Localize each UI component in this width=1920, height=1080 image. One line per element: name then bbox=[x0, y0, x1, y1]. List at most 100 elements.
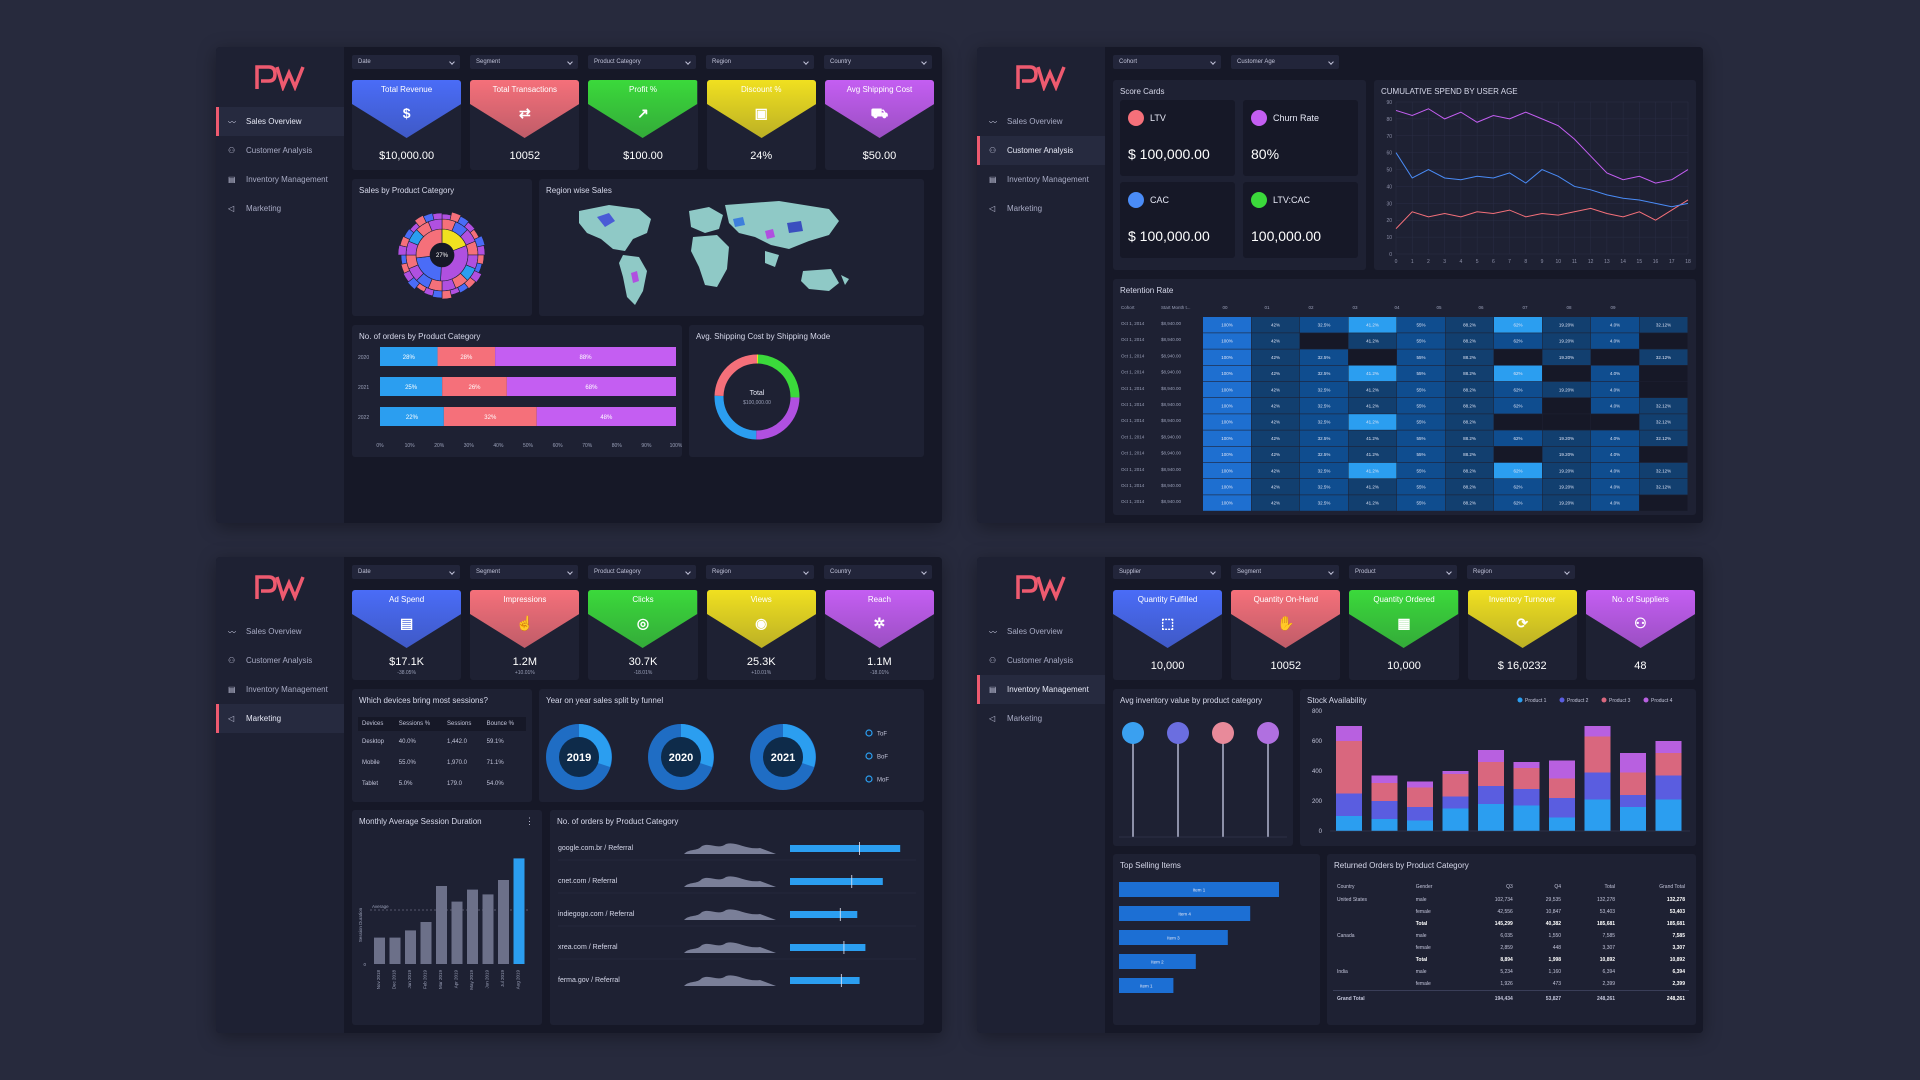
kpi-card-no-of-suppliers[interactable]: No. of Suppliers ⚇ 48 bbox=[1585, 590, 1696, 680]
nav-item-marketing[interactable]: ◁ Marketing bbox=[977, 704, 1105, 733]
filter-customer-age[interactable]: Customer Age bbox=[1231, 55, 1339, 69]
filter-product-category[interactable]: Product Category bbox=[588, 565, 696, 579]
retention-value: 55% bbox=[1416, 436, 1425, 441]
kpi-card-ad-spend[interactable]: Ad Spend ▤ $17.1K -38.05% bbox=[352, 590, 462, 680]
filter-date[interactable]: Date bbox=[352, 55, 460, 69]
filter-region[interactable]: Region bbox=[706, 565, 814, 579]
filter-country[interactable]: Country bbox=[824, 55, 932, 69]
kpi-card-discount-[interactable]: Discount % ▣ 24% bbox=[706, 80, 816, 170]
orders-bar-label: 26% bbox=[469, 385, 482, 391]
nav-item-sales-overview[interactable]: 〰 Sales Overview bbox=[977, 107, 1105, 136]
top-item-label: Item 1 bbox=[1140, 984, 1153, 989]
kpi-card-quantity-on-hand[interactable]: Quantity On-Hand ✋ 10052 bbox=[1231, 590, 1341, 680]
retention-cell bbox=[1591, 349, 1639, 365]
nav-item-label: Inventory Management bbox=[1007, 685, 1089, 694]
filter-region[interactable]: Region bbox=[706, 55, 814, 69]
year-label: 2022 bbox=[358, 415, 369, 421]
kpi-card-total-transactions[interactable]: Total Transactions ⇄ 10052 bbox=[470, 80, 580, 170]
retention-cell bbox=[1542, 333, 1591, 349]
retention-value: 42% bbox=[1271, 355, 1280, 360]
kpi-card-inventory-turnover[interactable]: Inventory Turnover ⟳ $ 16,0232 bbox=[1467, 590, 1577, 680]
nav-item-customer-analysis[interactable]: ⚇ Customer Analysis bbox=[216, 646, 344, 675]
table-cell: female bbox=[1415, 909, 1431, 915]
nav-item-marketing[interactable]: ◁ Marketing bbox=[216, 194, 344, 223]
nav-item-customer-analysis[interactable]: ⚇ Customer Analysis bbox=[977, 646, 1105, 675]
filter-supplier[interactable]: Supplier bbox=[1113, 565, 1221, 579]
filter-region[interactable]: Region bbox=[1467, 565, 1575, 579]
kpi-card-views[interactable]: Views ◉ 25.3K +10.01% bbox=[706, 590, 816, 680]
stock-bar-segment bbox=[1620, 753, 1646, 773]
kpi-label: Impressions bbox=[503, 595, 547, 604]
nav-item-marketing[interactable]: ◁ Marketing bbox=[216, 704, 344, 733]
cursor-icon: ◎ bbox=[636, 615, 650, 631]
nav-item-marketing[interactable]: ◁ Marketing bbox=[977, 194, 1105, 223]
filter-segment[interactable]: Segment bbox=[470, 565, 578, 579]
orders-stacked-bar-chart: 2020 28% 28% 88% 2021 25% 26% 68% 2022 22% 32% 48% 0… bbox=[358, 347, 682, 449]
nav-item-label: Marketing bbox=[1007, 714, 1043, 723]
retention-value: 100% bbox=[1221, 452, 1233, 457]
kpi-banner bbox=[824, 80, 935, 138]
nav-item-inventory-management[interactable]: ▤ Inventory Management bbox=[977, 165, 1105, 194]
filter-cohort[interactable]: Cohort bbox=[1113, 55, 1221, 69]
x-tick-label: 10 bbox=[1555, 259, 1561, 265]
retention-cell bbox=[1639, 349, 1688, 365]
kpi-card-reach[interactable]: Reach ✲ 1.1M -18.01% bbox=[824, 590, 935, 680]
filter-country[interactable]: Country bbox=[824, 565, 932, 579]
x-tick-label: 30% bbox=[464, 443, 475, 449]
retention-value: 62% bbox=[1513, 387, 1522, 392]
retention-cell bbox=[1203, 430, 1251, 446]
filter-segment[interactable]: Segment bbox=[470, 55, 578, 69]
nav-item-inventory-management[interactable]: ▤ Inventory Management bbox=[216, 165, 344, 194]
kpi-card-impressions[interactable]: Impressions ☝ 1.2M +10.01% bbox=[470, 590, 580, 680]
retention-cell bbox=[1591, 495, 1639, 511]
retention-cell bbox=[1494, 349, 1542, 365]
nav-item-sales-overview[interactable]: 〰 Sales Overview bbox=[216, 617, 344, 646]
x-tick-label: 8 bbox=[1524, 259, 1527, 265]
stock-bar-segment bbox=[1655, 753, 1682, 776]
retention-cell bbox=[1494, 495, 1542, 511]
funnel-card: Year on year sales split by funnel 2019 2… bbox=[539, 689, 924, 802]
kpi-card-quantity-ordered[interactable]: Quantity Ordered ▦ 10,000 bbox=[1349, 590, 1459, 680]
filter-date[interactable]: Date bbox=[352, 565, 460, 579]
more-options-icon[interactable]: ⋮ bbox=[525, 816, 534, 826]
filter-product-category[interactable]: Product Category bbox=[588, 55, 696, 69]
legend-label: Product 1 bbox=[1525, 698, 1547, 704]
filter-segment[interactable]: Segment bbox=[1231, 565, 1339, 579]
retention-value: 41.2% bbox=[1366, 468, 1379, 473]
x-tick-label: 17 bbox=[1669, 259, 1675, 265]
nav-item-customer-analysis[interactable]: ⚇ Customer Analysis bbox=[216, 136, 344, 165]
retention-cell bbox=[1300, 495, 1348, 511]
nav-item-sales-overview[interactable]: 〰 Sales Overview bbox=[977, 617, 1105, 646]
map-card: Region wise Sales bbox=[539, 179, 924, 316]
kpi-card-profit-[interactable]: Profit % ↗ $100.00 bbox=[588, 80, 698, 170]
kpi-card-avg-shipping-cost[interactable]: Avg Shipping Cost ⛟ $50.00 bbox=[824, 80, 935, 170]
orders-bar-segment bbox=[380, 407, 444, 426]
retention-value: 62% bbox=[1513, 404, 1522, 409]
stock-bar-segment bbox=[1655, 799, 1682, 831]
retention-cell bbox=[1300, 414, 1348, 430]
stock-bar-segment bbox=[1407, 787, 1433, 807]
table-cell: Total bbox=[1415, 921, 1428, 927]
nav-item-customer-analysis[interactable]: ⚇ Customer Analysis bbox=[977, 136, 1105, 165]
retention-value: 100% bbox=[1221, 436, 1233, 441]
nav-item-inventory-management[interactable]: ▤ Inventory Management bbox=[216, 675, 344, 704]
kpi-label: Views bbox=[750, 595, 772, 604]
x-tick-label: 70% bbox=[582, 443, 593, 449]
retention-cell bbox=[1542, 365, 1591, 382]
stock-bar-segment bbox=[1513, 762, 1540, 768]
retention-value: 4.0% bbox=[1610, 452, 1620, 457]
table-cell: India bbox=[1337, 969, 1348, 975]
nav-item-sales-overview[interactable]: 〰 Sales Overview bbox=[216, 107, 344, 136]
month-label: Apr 2019 bbox=[454, 970, 459, 989]
kpi-card-quantity-fulfilled[interactable]: Quantity Fulfilled ⬚ 10,000 bbox=[1113, 590, 1223, 680]
shipping-card: Avg. Shipping Cost by Shipping Mode Tota… bbox=[689, 325, 924, 457]
start-value-label: $8,940.00 bbox=[1161, 337, 1182, 342]
funnel-hole bbox=[763, 737, 803, 777]
filter-product[interactable]: Product bbox=[1349, 565, 1457, 579]
nav-item-inventory-management[interactable]: ▤ Inventory Management bbox=[977, 675, 1105, 704]
kpi-card-total-revenue[interactable]: Total Revenue $ $10,000.00 bbox=[352, 80, 462, 170]
retention-value: 88.2% bbox=[1463, 436, 1476, 441]
retention-value: 88.2% bbox=[1463, 371, 1476, 376]
retention-value: 100% bbox=[1221, 371, 1233, 376]
kpi-card-clicks[interactable]: Clicks ◎ 30.7K -18.01% bbox=[588, 590, 698, 680]
